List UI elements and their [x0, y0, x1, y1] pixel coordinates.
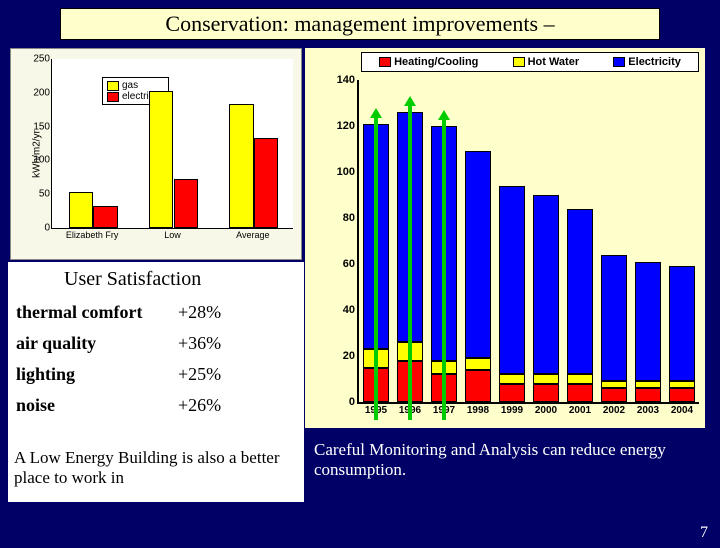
- bar-segment: [601, 388, 628, 402]
- y-tick: 250: [33, 54, 52, 65]
- bar-segment: [601, 381, 628, 388]
- legend-item: Hot Water: [513, 56, 580, 68]
- content-area: kWh/m2/yr gaselectricity 050100150200250…: [0, 40, 720, 530]
- arrow-icon: [442, 118, 446, 420]
- big-chart-legend: Heating/Cooling Hot Water Electricity: [361, 52, 699, 72]
- table-row: lighting+25%: [16, 360, 231, 389]
- bar-segment: [669, 266, 696, 381]
- legend-item: gas: [107, 80, 164, 91]
- legend-item: Heating/Cooling: [379, 56, 478, 68]
- y-tick: 100: [337, 166, 359, 178]
- bar-segment: [635, 262, 662, 382]
- bar-segment: [635, 381, 662, 388]
- slide-title: Conservation: management improvements –: [60, 8, 660, 40]
- caption-text: Careful Monitoring and Analysis can redu…: [314, 440, 704, 480]
- bar-segment: [465, 370, 492, 402]
- x-category: 1999: [501, 402, 523, 416]
- big-chart-plot: 0204060801001201401995199619971998199920…: [357, 80, 699, 404]
- bar-segment: [465, 151, 492, 358]
- page-number: 7: [700, 524, 708, 542]
- bar: [93, 206, 117, 228]
- legend-item: Electricity: [613, 56, 681, 68]
- bar-segment: [533, 195, 560, 374]
- x-category: 2001: [569, 402, 591, 416]
- y-tick: 200: [33, 87, 52, 98]
- footnote-text: A Low Energy Building is also a better p…: [14, 448, 294, 488]
- bar-segment: [669, 381, 696, 388]
- x-category: 2003: [637, 402, 659, 416]
- table-row: noise+26%: [16, 391, 231, 420]
- table-row: thermal comfort+28%: [16, 298, 231, 327]
- bar-segment: [567, 384, 594, 402]
- x-category: 2000: [535, 402, 557, 416]
- bar: [229, 104, 253, 228]
- bar-segment: [567, 374, 594, 383]
- bar-segment: [567, 209, 594, 375]
- y-tick: 80: [343, 212, 359, 224]
- y-tick: 140: [337, 74, 359, 86]
- x-category: 2002: [603, 402, 625, 416]
- x-category: 2004: [671, 402, 693, 416]
- bar-segment: [533, 384, 560, 402]
- arrow-icon: [408, 104, 412, 420]
- bar: [149, 91, 173, 228]
- y-tick: 0: [349, 396, 359, 408]
- x-category: Low: [164, 228, 181, 240]
- bar: [69, 192, 93, 228]
- y-tick: 40: [343, 304, 359, 316]
- bar: [254, 138, 278, 228]
- y-tick: 50: [39, 189, 52, 200]
- bar-segment: [499, 384, 526, 402]
- big-chart: Energy Consumption kWh/m²/annum Heating/…: [305, 48, 705, 428]
- bar-segment: [601, 255, 628, 382]
- user-satisfaction-table: thermal comfort+28% air quality+36% ligh…: [14, 296, 233, 422]
- table-row: air quality+36%: [16, 329, 231, 358]
- y-tick: 20: [343, 350, 359, 362]
- bar-segment: [499, 374, 526, 383]
- bar-segment: [669, 388, 696, 402]
- y-tick: 60: [343, 258, 359, 270]
- small-chart-plot: gaselectricity 050100150200250Elizabeth …: [51, 59, 293, 229]
- bar-segment: [465, 358, 492, 370]
- x-category: Average: [236, 228, 269, 240]
- bar-segment: [499, 186, 526, 375]
- x-category: 1998: [467, 402, 489, 416]
- y-tick: 100: [33, 155, 52, 166]
- bar-segment: [533, 374, 560, 383]
- small-chart: kWh/m2/yr gaselectricity 050100150200250…: [10, 48, 302, 260]
- arrow-icon: [374, 116, 378, 420]
- bar-segment: [635, 388, 662, 402]
- y-tick: 150: [33, 121, 52, 132]
- x-category: Elizabeth Fry: [66, 228, 119, 240]
- bar: [174, 179, 198, 228]
- y-tick: 120: [337, 120, 359, 132]
- user-satisfaction-heading: User Satisfaction: [60, 268, 205, 291]
- y-tick: 0: [44, 223, 52, 234]
